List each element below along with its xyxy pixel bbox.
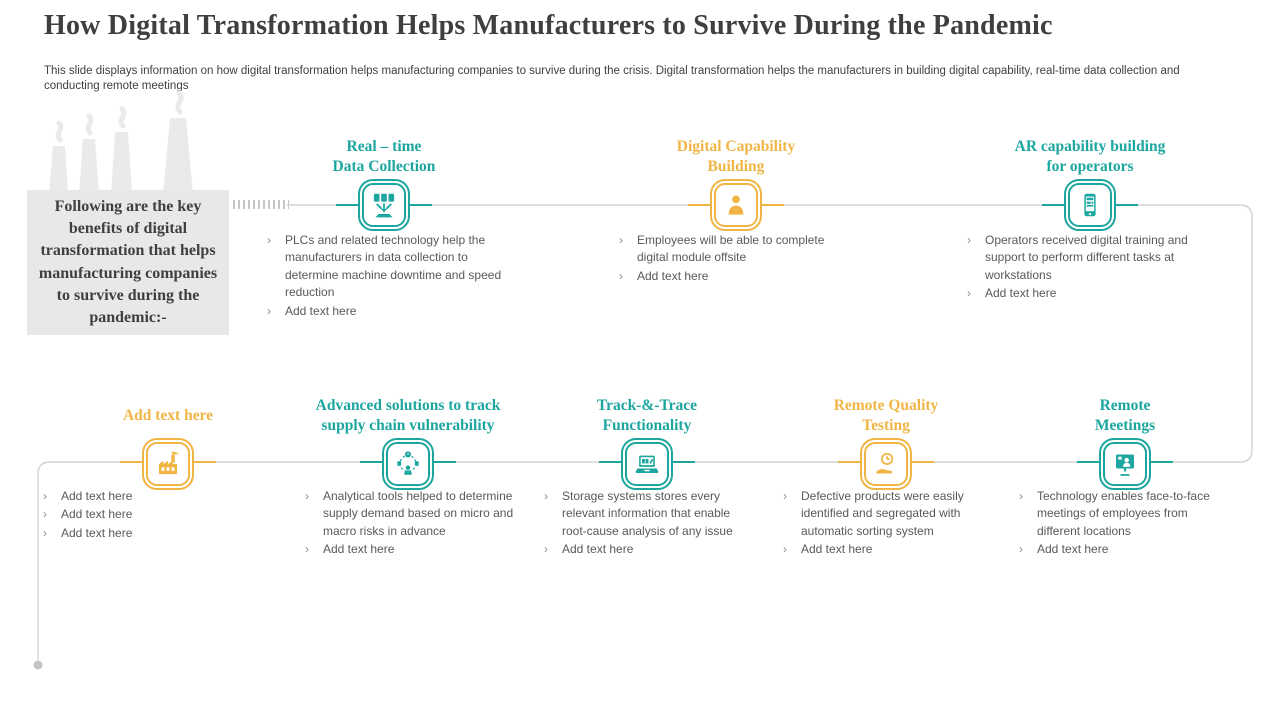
bullet-item: Add text here: [302, 541, 514, 559]
bullet-item: Operators received digital training and …: [964, 232, 1216, 284]
bullet-item: Analytical tools helped to determine sup…: [302, 488, 514, 540]
laptop-icon: [635, 455, 659, 473]
bullet-item: Employees will be able to complete digit…: [616, 232, 856, 267]
bullet-list: Employees will be able to complete digit…: [616, 232, 856, 286]
icon-badge: [358, 179, 410, 231]
person-icon: [728, 195, 744, 215]
benefit-heading: Add text here: [122, 406, 214, 424]
icon-badge: [142, 438, 194, 490]
slide-subtitle: This slide displays information on how d…: [44, 65, 1180, 92]
network-person-icon: [397, 451, 419, 475]
bullet-list: Defective products were easily identifie…: [780, 488, 992, 560]
icon-badge: [1064, 179, 1116, 231]
icon-badge: [382, 438, 434, 490]
bullet-item: PLCs and related technology help the man…: [264, 232, 504, 302]
bullet-item: Add text here: [40, 506, 296, 524]
smartphone-icon: [1084, 193, 1096, 217]
icon-badge: [710, 179, 762, 231]
data-collection-icon: [373, 193, 395, 218]
icon-badge: [1099, 438, 1151, 490]
bullet-item: Add text here: [40, 525, 296, 543]
bullet-item: Add text here: [616, 268, 856, 286]
benefit-heading: Track-&-Trace Functionality: [596, 396, 698, 434]
monitor-person-icon: [1116, 454, 1134, 476]
benefit-heading: Advanced solutions to track supply chain…: [315, 396, 501, 434]
bullet-list: Analytical tools helped to determine sup…: [302, 488, 514, 560]
bullet-item: Technology enables face-to-face meetings…: [1016, 488, 1234, 540]
bullet-list: Add text here Add text here Add text her…: [40, 488, 296, 543]
icon-badge: [860, 438, 912, 490]
page-title: How Digital Transformation Helps Manufac…: [44, 10, 1053, 41]
dashed-connector: [233, 200, 289, 209]
benefit-heading: Digital Capability Building: [676, 137, 796, 175]
benefit-heading: AR capability building for operators: [1014, 137, 1166, 175]
bullet-item: Add text here: [541, 541, 753, 559]
bullet-item: Storage systems stores every relevant in…: [541, 488, 753, 540]
intro-text-box: Following are the key benefits of digita…: [27, 190, 229, 335]
hand-clock-icon: [876, 452, 894, 474]
bullet-item: Add text here: [964, 285, 1216, 303]
bullet-item: Add text here: [264, 303, 504, 321]
bullet-list: PLCs and related technology help the man…: [264, 232, 504, 321]
bullet-item: Add text here: [40, 488, 296, 506]
bullet-item: Defective products were easily identifie…: [780, 488, 992, 540]
factory-smokestacks-art: [49, 90, 193, 194]
benefit-heading: Real – time Data Collection: [332, 137, 436, 175]
bullet-list: Operators received digital training and …: [964, 232, 1216, 304]
benefit-heading: Remote Meetings: [1094, 396, 1156, 434]
bullet-item: Add text here: [780, 541, 992, 559]
bullet-list: Technology enables face-to-face meetings…: [1016, 488, 1234, 560]
bullet-item: Add text here: [1016, 541, 1234, 559]
icon-badge: [621, 438, 673, 490]
benefit-heading: Remote Quality Testing: [833, 396, 939, 434]
bullet-list: Storage systems stores every relevant in…: [541, 488, 753, 560]
factory-icon: [159, 451, 180, 475]
